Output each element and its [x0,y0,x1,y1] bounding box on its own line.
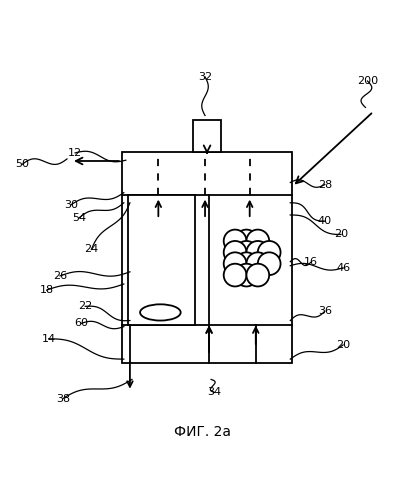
Text: 30: 30 [64,200,78,210]
Circle shape [246,230,269,252]
Circle shape [223,230,246,252]
Text: 14: 14 [42,334,55,344]
Circle shape [223,263,246,286]
Text: 22: 22 [78,301,92,311]
Circle shape [234,263,257,286]
Text: 40: 40 [317,216,331,226]
Text: 18: 18 [40,285,53,295]
Text: 200: 200 [356,76,377,86]
Text: 38: 38 [56,394,70,404]
Text: 50: 50 [15,159,29,169]
Text: 32: 32 [198,72,211,82]
Text: 24: 24 [84,245,98,254]
Circle shape [257,252,280,275]
Bar [192,120,221,152]
Text: 26: 26 [53,271,67,281]
Circle shape [246,263,269,286]
Bar [128,195,194,325]
Circle shape [234,230,257,252]
Circle shape [246,241,269,263]
Text: 16: 16 [303,257,317,267]
Text: ФИГ. 2а: ФИГ. 2а [174,425,231,439]
Text: 20: 20 [335,340,349,350]
Circle shape [257,241,280,263]
Bar [122,152,292,363]
Text: 60: 60 [74,318,88,328]
Text: 54: 54 [72,213,86,223]
Circle shape [223,241,246,263]
Text: 36: 36 [317,306,331,316]
Text: 46: 46 [335,263,349,273]
Text: 28: 28 [317,180,331,190]
Text: 34: 34 [207,387,221,397]
Circle shape [234,252,257,275]
Text: 12: 12 [68,148,82,158]
Circle shape [234,241,257,263]
Text: 20: 20 [333,230,347,240]
Circle shape [223,252,246,275]
Ellipse shape [140,304,180,320]
Circle shape [246,252,269,275]
